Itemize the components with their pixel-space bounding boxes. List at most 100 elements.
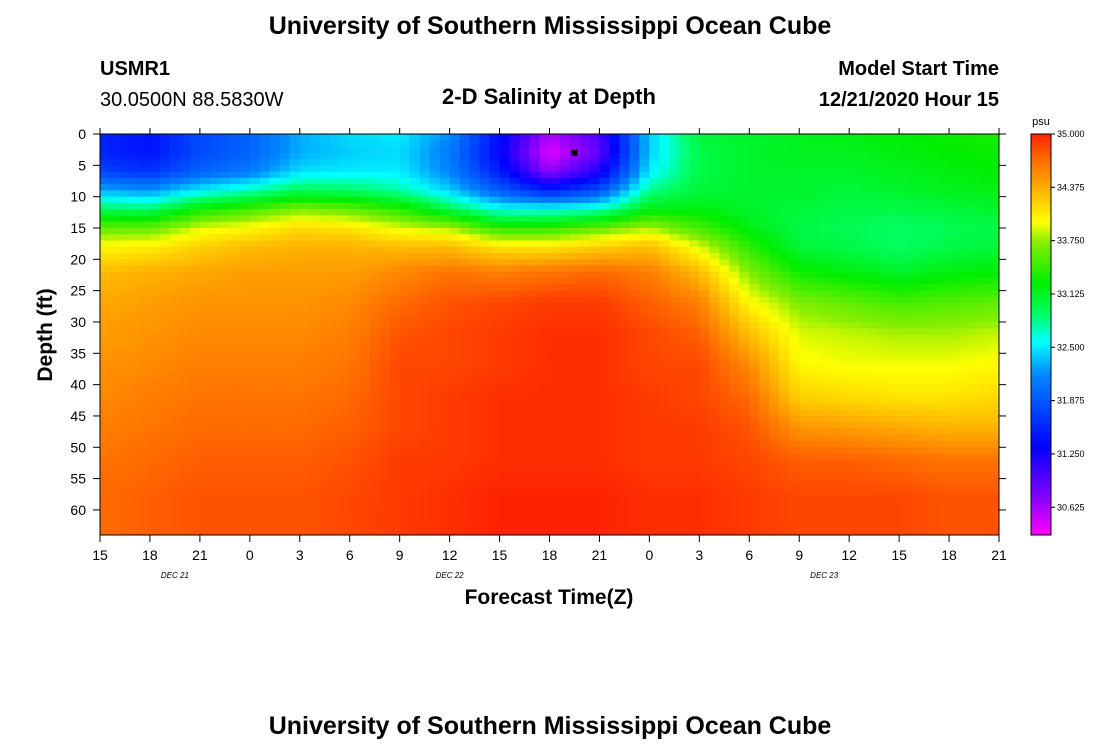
heatmap-cell: [559, 453, 571, 461]
heatmap-cell: [769, 353, 780, 361]
heatmap-cell: [829, 390, 840, 398]
heatmap-cell: [469, 265, 481, 273]
heatmap-cell: [269, 246, 281, 254]
heatmap-cell: [799, 290, 810, 298]
heatmap-cell: [109, 453, 121, 461]
heatmap-cell: [829, 240, 840, 248]
heatmap-cell: [669, 516, 680, 524]
heatmap-cell: [639, 190, 650, 198]
heatmap-cell: [639, 184, 650, 191]
heatmap-cell: [379, 390, 391, 398]
heatmap-cell: [849, 453, 860, 461]
heatmap-cell: [369, 253, 381, 260]
heatmap-cell: [469, 403, 481, 411]
heatmap-cell: [109, 184, 121, 191]
heatmap-cell: [439, 353, 451, 361]
heatmap-cell: [729, 397, 740, 405]
heatmap-cell: [199, 209, 211, 217]
heatmap-cell: [569, 372, 581, 379]
heatmap-cell: [589, 384, 601, 392]
heatmap-cell: [159, 384, 171, 392]
heatmap-cell: [489, 397, 501, 405]
heatmap-cell: [309, 522, 321, 530]
heatmap-cell: [839, 459, 850, 467]
heatmap-cell: [279, 309, 291, 317]
heatmap-cell: [669, 497, 680, 505]
heatmap-cell: [499, 290, 511, 298]
heatmap-cell: [659, 516, 670, 524]
heatmap-cell: [299, 271, 311, 279]
heatmap-cell: [159, 159, 171, 166]
heatmap-cell: [789, 365, 800, 373]
heatmap-cell: [309, 140, 321, 148]
heatmap-cell: [809, 309, 820, 317]
heatmap-cell: [749, 522, 760, 530]
heatmap-cell: [289, 359, 301, 367]
heatmap-cell: [829, 221, 840, 229]
heatmap-cell: [359, 353, 371, 361]
heatmap-cell: [349, 353, 361, 361]
heatmap-cell: [629, 509, 640, 517]
heatmap-cell: [199, 409, 211, 417]
heatmap-cell: [339, 415, 351, 423]
heatmap-cell: [599, 190, 611, 198]
heatmap-cell: [349, 497, 361, 505]
heatmap-cell: [129, 177, 141, 185]
heatmap-cell: [199, 190, 211, 198]
heatmap-cell: [669, 303, 680, 311]
heatmap-cell: [289, 177, 301, 185]
heatmap-cell: [829, 271, 840, 279]
heatmap-cell: [769, 466, 780, 473]
heatmap-cell: [479, 334, 491, 342]
heatmap-cell: [309, 209, 321, 217]
heatmap-cell: [309, 491, 321, 499]
heatmap-cell: [609, 253, 621, 260]
heatmap-cell: [629, 165, 640, 173]
heatmap-cell: [409, 415, 421, 423]
heatmap-cell: [519, 315, 531, 323]
heatmap-cell: [239, 484, 251, 492]
heatmap-cell: [549, 296, 561, 304]
heatmap-cell: [849, 384, 860, 392]
heatmap-cell: [729, 296, 740, 304]
heatmap-cell: [399, 234, 411, 242]
heatmap-cell: [689, 284, 700, 292]
heatmap-cell: [509, 403, 521, 411]
heatmap-cell: [679, 240, 690, 248]
heatmap-cell: [849, 484, 860, 492]
heatmap-cell: [699, 296, 710, 304]
heatmap-cell: [779, 309, 790, 317]
heatmap-cell: [109, 415, 121, 423]
heatmap-cell: [829, 284, 840, 292]
heatmap-cell: [399, 209, 411, 217]
heatmap-cell: [389, 397, 401, 405]
heatmap-cell: [389, 152, 401, 160]
heatmap-cell: [669, 472, 680, 480]
heatmap-cell: [599, 491, 611, 499]
heatmap-cell: [789, 296, 800, 304]
heatmap-cell: [479, 372, 491, 379]
heatmap-cell: [419, 202, 431, 210]
heatmap-cell: [309, 146, 321, 154]
heatmap-cell: [309, 321, 321, 329]
heatmap-cell: [189, 184, 201, 191]
heatmap-cell: [779, 315, 790, 323]
heatmap-cell: [539, 447, 551, 455]
heatmap-cell: [659, 472, 670, 480]
heatmap-cell: [179, 202, 191, 210]
heatmap-cell: [809, 340, 820, 348]
heatmap-cell: [659, 221, 670, 229]
heatmap-cell: [309, 171, 321, 179]
heatmap-cell: [229, 422, 241, 430]
heatmap-cell: [309, 478, 321, 486]
heatmap-cell: [849, 491, 860, 499]
heatmap-cell: [209, 422, 221, 430]
heatmap-cell: [469, 340, 481, 348]
heatmap-cell: [499, 453, 511, 461]
heatmap-cell: [279, 466, 291, 473]
heatmap-cell: [119, 209, 131, 217]
heatmap-cell: [549, 209, 561, 217]
heatmap-cell: [589, 447, 601, 455]
heatmap-cell: [509, 184, 521, 191]
heatmap-cell: [309, 184, 321, 191]
